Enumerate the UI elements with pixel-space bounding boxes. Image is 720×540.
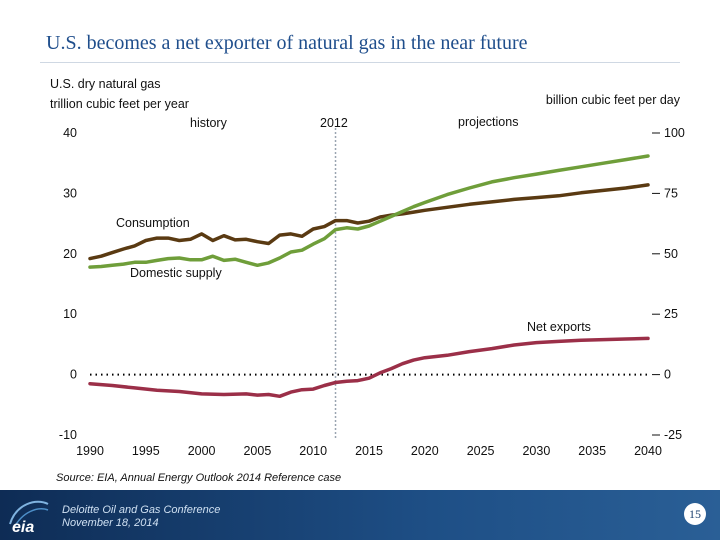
series-label-domestic-supply: Domestic supply [130, 266, 222, 280]
footer-bar: eia Deloitte Oil and Gas Conference Nove… [0, 490, 720, 540]
conference-info: Deloitte Oil and Gas Conference November… [62, 504, 220, 530]
projections-label: projections [458, 115, 518, 129]
y-tick-label: -10 [59, 428, 77, 442]
series-line-consumption [88, 183, 650, 261]
x-tick-label: 2005 [243, 444, 271, 458]
source-note: Source: EIA, Annual Energy Outlook 2014 … [56, 472, 342, 484]
y2-tick-label: 0 [664, 368, 671, 382]
y2-tick-label: 25 [664, 307, 678, 321]
slide-title: U.S. becomes a net exporter of natural g… [46, 32, 528, 54]
divider-year-label: 2012 [320, 116, 348, 130]
conference-name: Deloitte Oil and Gas Conference [62, 504, 221, 516]
eia-logo-text: eia [12, 519, 34, 536]
y2-tick-label: 75 [664, 186, 678, 200]
y-tick-label: 30 [63, 186, 77, 200]
history-label: history [190, 116, 228, 130]
x-tick-label: 2030 [522, 444, 550, 458]
conference-date: November 18, 2014 [62, 517, 159, 529]
title-divider [40, 62, 680, 63]
y2-tick-label: 100 [664, 126, 685, 140]
footer-gradient [0, 490, 720, 540]
x-tick-label: 2025 [467, 444, 495, 458]
x-tick-label: 2020 [411, 444, 439, 458]
left-unit-line-1: U.S. dry natural gas [50, 77, 161, 91]
series-line-net-exports [88, 336, 650, 399]
series-label-consumption: Consumption [116, 216, 190, 230]
x-tick-label: 1995 [132, 444, 160, 458]
y2-tick-label: 50 [664, 247, 678, 261]
y-tick-label: 10 [63, 307, 77, 321]
x-tick-label: 2035 [578, 444, 606, 458]
x-tick-label: 2000 [188, 444, 216, 458]
series-line-domestic-supply [88, 154, 650, 269]
left-unit-line-2: trillion cubic feet per year [50, 97, 189, 111]
y2-tick-label: -25 [664, 428, 682, 442]
y-tick-label: 40 [63, 126, 77, 140]
x-tick-label: 2010 [299, 444, 327, 458]
y-tick-label: 0 [70, 368, 77, 382]
page-number: 15 [684, 503, 706, 525]
right-axis-unit: billion cubic feet per day [545, 93, 680, 107]
series-label-net-exports: Net exports [527, 320, 591, 334]
eia-logo: eia [9, 500, 49, 536]
left-axis-unit: U.S. dry natural gas trillion cubic feet… [50, 74, 189, 114]
y-tick-label: 20 [63, 247, 77, 261]
x-tick-label: 2015 [355, 444, 383, 458]
x-tick-label: 2040 [634, 444, 662, 458]
x-tick-label: 1990 [76, 444, 104, 458]
